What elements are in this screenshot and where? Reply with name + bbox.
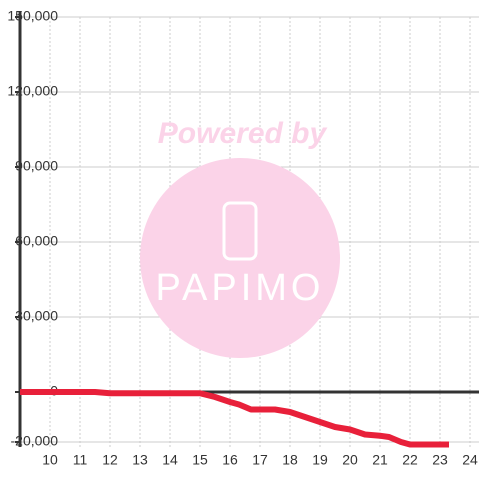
x-tick-label: 14 xyxy=(162,452,178,468)
x-tick-label: 21 xyxy=(372,452,388,468)
watermark-text: Powered by xyxy=(158,117,328,150)
y-tick-label: 90,000 xyxy=(15,158,58,174)
y-tick-label: 30,000 xyxy=(15,308,58,324)
y-tick-label: 60,000 xyxy=(15,233,58,249)
x-tick-label: 17 xyxy=(252,452,268,468)
y-tick-label: 120,000 xyxy=(7,83,58,99)
x-tick-label: 22 xyxy=(402,452,418,468)
x-tick-label: 13 xyxy=(132,452,148,468)
y-tick-label: -20,000 xyxy=(11,433,59,449)
x-tick-label: 11 xyxy=(73,452,88,468)
x-tick-label: 24 xyxy=(462,452,478,468)
x-tick-label: 19 xyxy=(312,452,328,468)
x-tick-label: 16 xyxy=(222,452,238,468)
x-tick-label: 12 xyxy=(102,452,118,468)
watermark-text: PAPIMO xyxy=(156,267,325,309)
x-tick-label: 15 xyxy=(192,452,208,468)
data-line xyxy=(20,389,449,448)
x-tick-label: 18 xyxy=(282,452,298,468)
x-tick-label: 10 xyxy=(42,452,58,468)
x-tick-label: 20 xyxy=(342,452,358,468)
watermark-icon xyxy=(222,201,258,261)
y-tick-label: 150,000 xyxy=(7,8,58,24)
x-tick-label: 23 xyxy=(432,452,448,468)
